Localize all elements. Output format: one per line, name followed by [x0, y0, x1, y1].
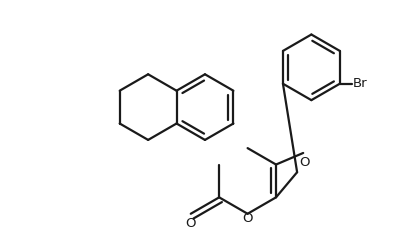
Text: Br: Br	[353, 77, 367, 90]
Text: O: O	[242, 212, 253, 225]
Text: O: O	[299, 156, 310, 169]
Text: O: O	[185, 217, 196, 230]
